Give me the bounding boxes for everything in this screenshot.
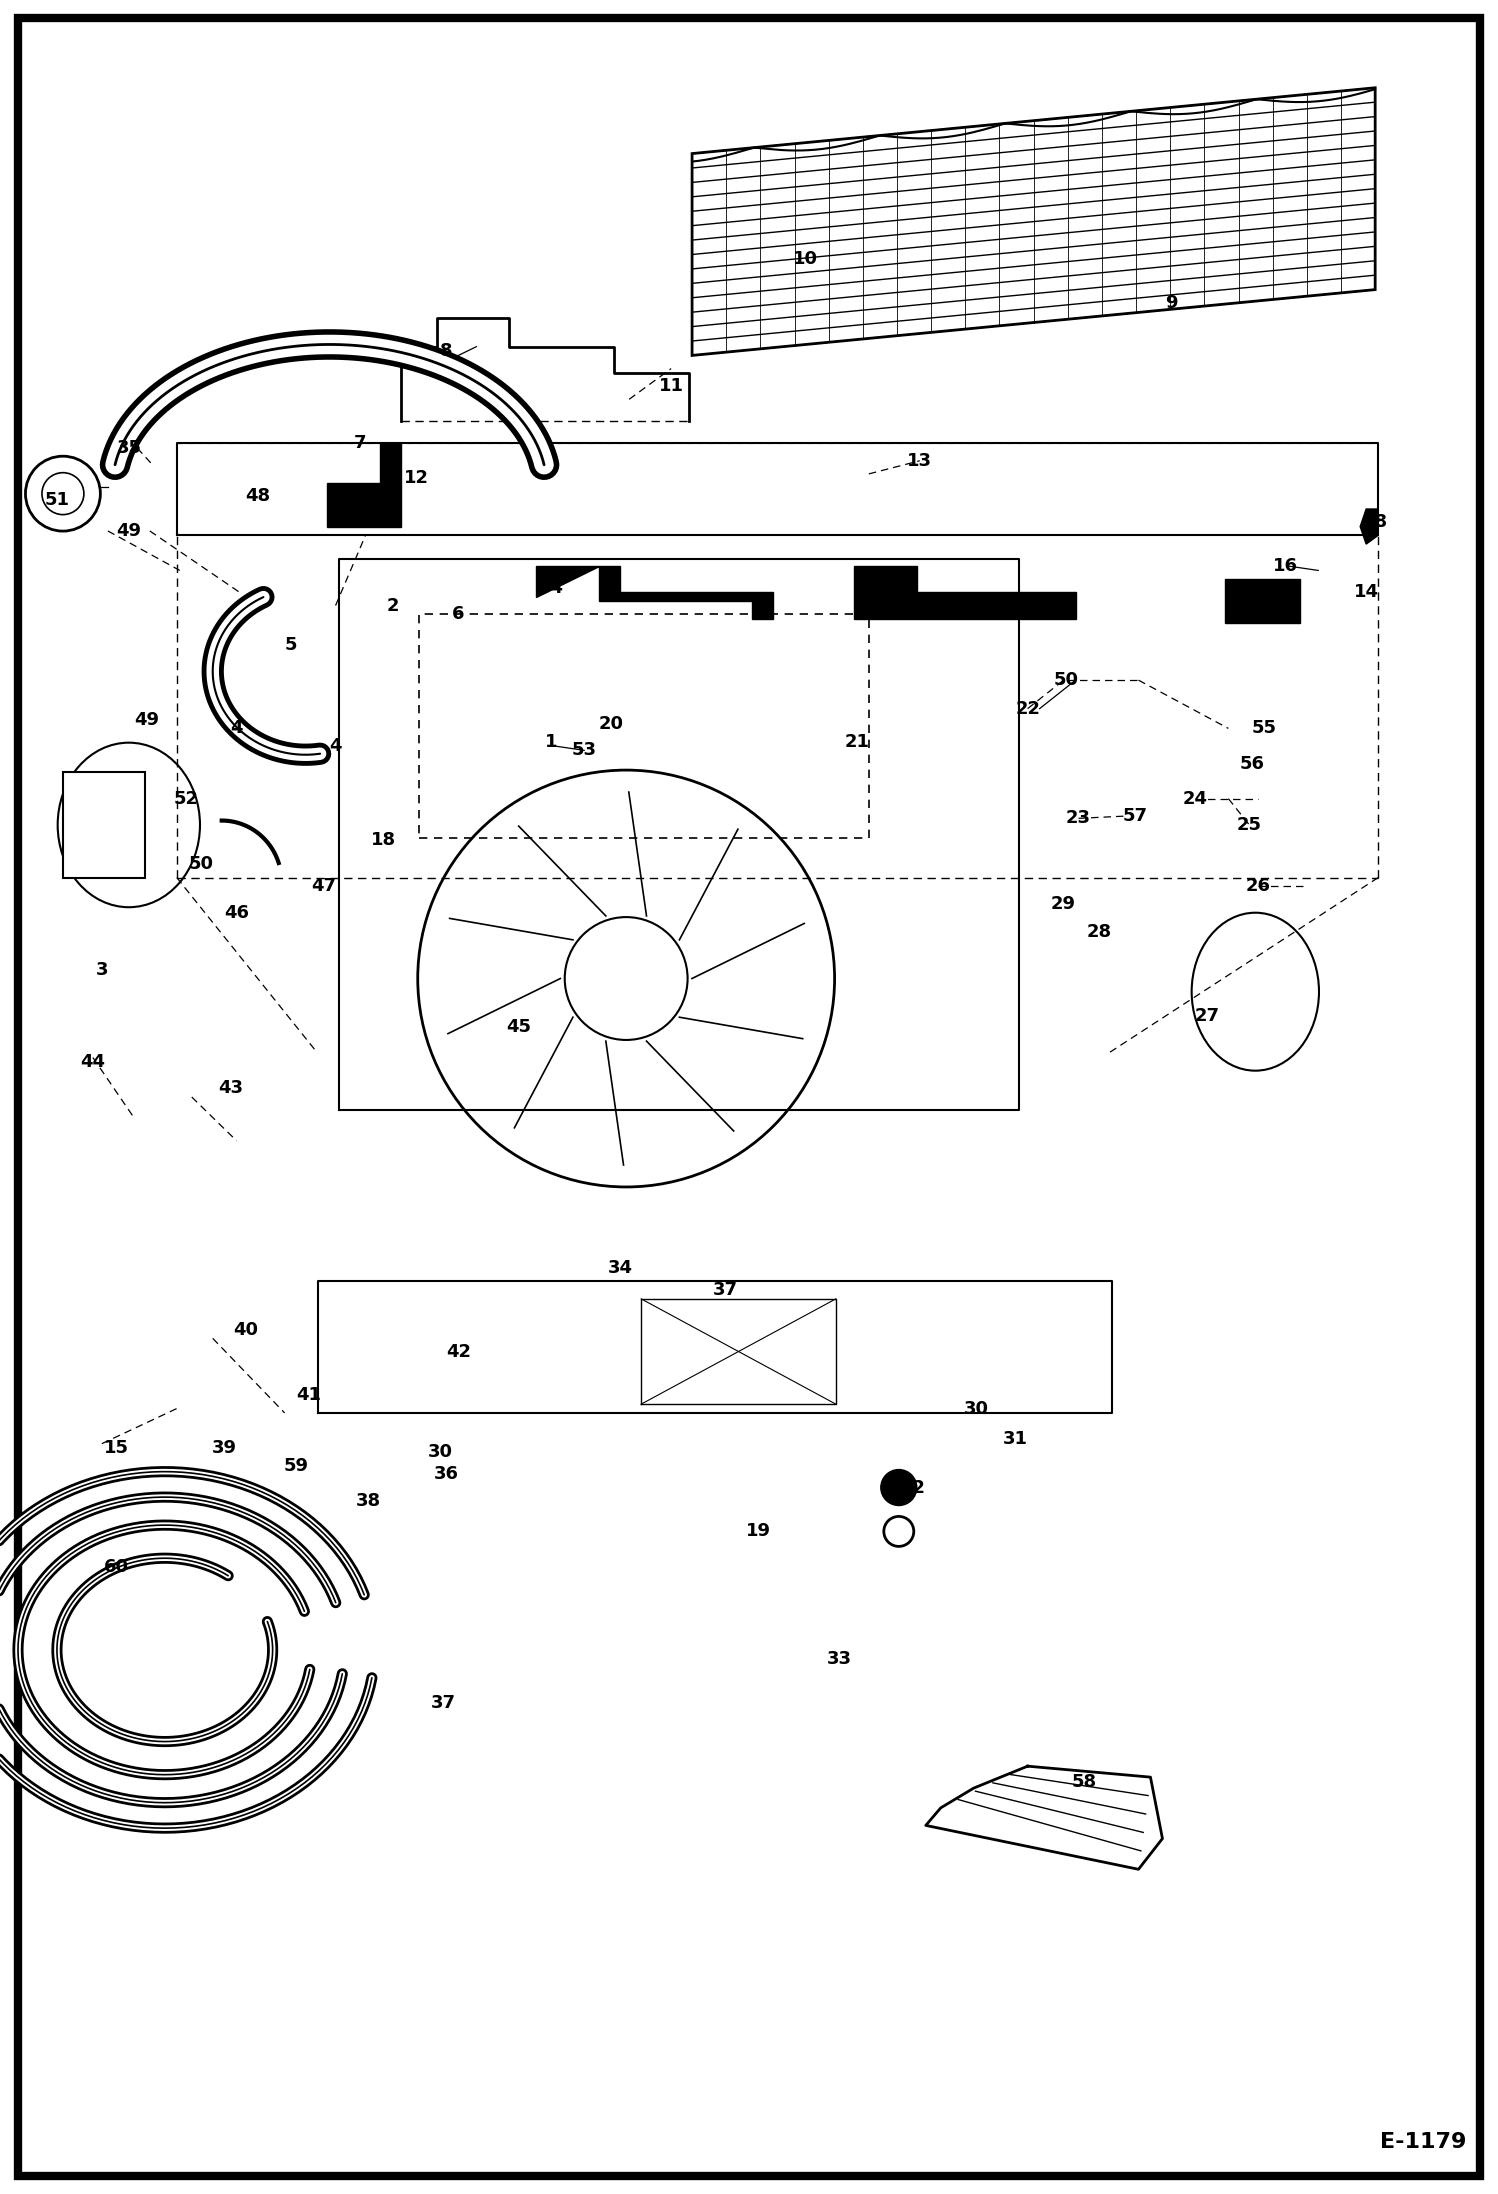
Text: 7: 7 xyxy=(354,434,366,452)
Text: 58: 58 xyxy=(1363,513,1387,531)
Text: 22: 22 xyxy=(1016,700,1040,717)
Text: 11: 11 xyxy=(659,377,683,395)
Bar xyxy=(63,772,145,878)
Text: 14: 14 xyxy=(1354,584,1378,601)
Text: 56: 56 xyxy=(1240,755,1264,772)
Text: 44: 44 xyxy=(81,1053,105,1071)
Text: 17: 17 xyxy=(1004,592,1028,610)
Text: 49: 49 xyxy=(117,522,141,540)
Polygon shape xyxy=(536,566,773,619)
Text: 35: 35 xyxy=(117,439,141,456)
Text: 59: 59 xyxy=(285,1457,309,1474)
Text: 49: 49 xyxy=(135,711,159,728)
Text: 32: 32 xyxy=(902,1479,926,1496)
Text: 6: 6 xyxy=(452,606,464,623)
Text: 54: 54 xyxy=(539,579,563,597)
Text: 1: 1 xyxy=(545,733,557,750)
Text: 20: 20 xyxy=(599,715,623,733)
Text: 31: 31 xyxy=(1004,1430,1028,1448)
Text: 57: 57 xyxy=(1124,807,1147,825)
Text: 45: 45 xyxy=(506,1018,530,1036)
Polygon shape xyxy=(854,566,1076,619)
Text: 4: 4 xyxy=(330,737,342,755)
Text: 60: 60 xyxy=(105,1558,129,1575)
Text: 50: 50 xyxy=(1055,671,1079,689)
Text: 34: 34 xyxy=(608,1259,632,1277)
Text: 33: 33 xyxy=(827,1650,851,1667)
Polygon shape xyxy=(926,1766,1162,1869)
Text: 53: 53 xyxy=(572,742,596,759)
Text: 9: 9 xyxy=(1165,294,1177,312)
Text: 37: 37 xyxy=(713,1281,737,1299)
Text: 18: 18 xyxy=(372,832,395,849)
Text: 46: 46 xyxy=(225,904,249,921)
Text: 52: 52 xyxy=(174,790,198,807)
Text: 29: 29 xyxy=(1052,895,1076,913)
Text: 40: 40 xyxy=(234,1321,258,1338)
Text: 12: 12 xyxy=(404,470,428,487)
Text: 41: 41 xyxy=(297,1387,321,1404)
Text: 55: 55 xyxy=(1252,720,1276,737)
Text: 4: 4 xyxy=(231,720,243,737)
Text: 51: 51 xyxy=(45,491,69,509)
Text: 15: 15 xyxy=(105,1439,129,1457)
Polygon shape xyxy=(1360,509,1378,544)
Text: 2: 2 xyxy=(386,597,398,614)
Text: 43: 43 xyxy=(219,1079,243,1097)
Text: 47: 47 xyxy=(312,878,336,895)
Text: 15: 15 xyxy=(1252,592,1276,610)
Circle shape xyxy=(25,456,100,531)
Text: 48: 48 xyxy=(246,487,270,505)
Text: E-1179: E-1179 xyxy=(1380,2133,1467,2152)
Text: 3: 3 xyxy=(96,961,108,979)
Text: 42: 42 xyxy=(446,1343,470,1360)
Polygon shape xyxy=(692,88,1375,355)
Text: 26: 26 xyxy=(1246,878,1270,895)
Text: 28: 28 xyxy=(1088,924,1112,941)
Text: 27: 27 xyxy=(1195,1007,1219,1025)
Text: 5: 5 xyxy=(285,636,297,654)
Text: 37: 37 xyxy=(431,1694,455,1711)
Text: 30: 30 xyxy=(428,1444,452,1461)
Polygon shape xyxy=(327,443,401,527)
Text: 39: 39 xyxy=(213,1439,237,1457)
Text: 23: 23 xyxy=(1067,810,1091,827)
Text: 36: 36 xyxy=(434,1466,458,1483)
Text: 38: 38 xyxy=(357,1492,380,1509)
Text: 13: 13 xyxy=(908,452,932,470)
Text: 10: 10 xyxy=(794,250,818,268)
Text: 16: 16 xyxy=(1273,557,1297,575)
Text: 8: 8 xyxy=(440,342,452,360)
Text: 25: 25 xyxy=(1237,816,1261,834)
Text: 21: 21 xyxy=(845,733,869,750)
Text: 24: 24 xyxy=(1183,790,1207,807)
Circle shape xyxy=(881,1470,917,1505)
Text: 30: 30 xyxy=(965,1400,989,1417)
Bar xyxy=(1225,579,1300,623)
Text: 50: 50 xyxy=(189,856,213,873)
Text: 58: 58 xyxy=(1073,1773,1097,1790)
Text: 19: 19 xyxy=(746,1523,770,1540)
